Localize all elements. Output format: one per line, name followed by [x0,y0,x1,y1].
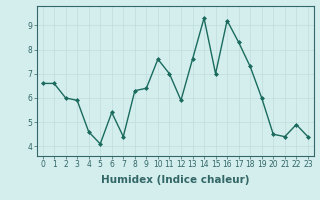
X-axis label: Humidex (Indice chaleur): Humidex (Indice chaleur) [101,175,250,185]
